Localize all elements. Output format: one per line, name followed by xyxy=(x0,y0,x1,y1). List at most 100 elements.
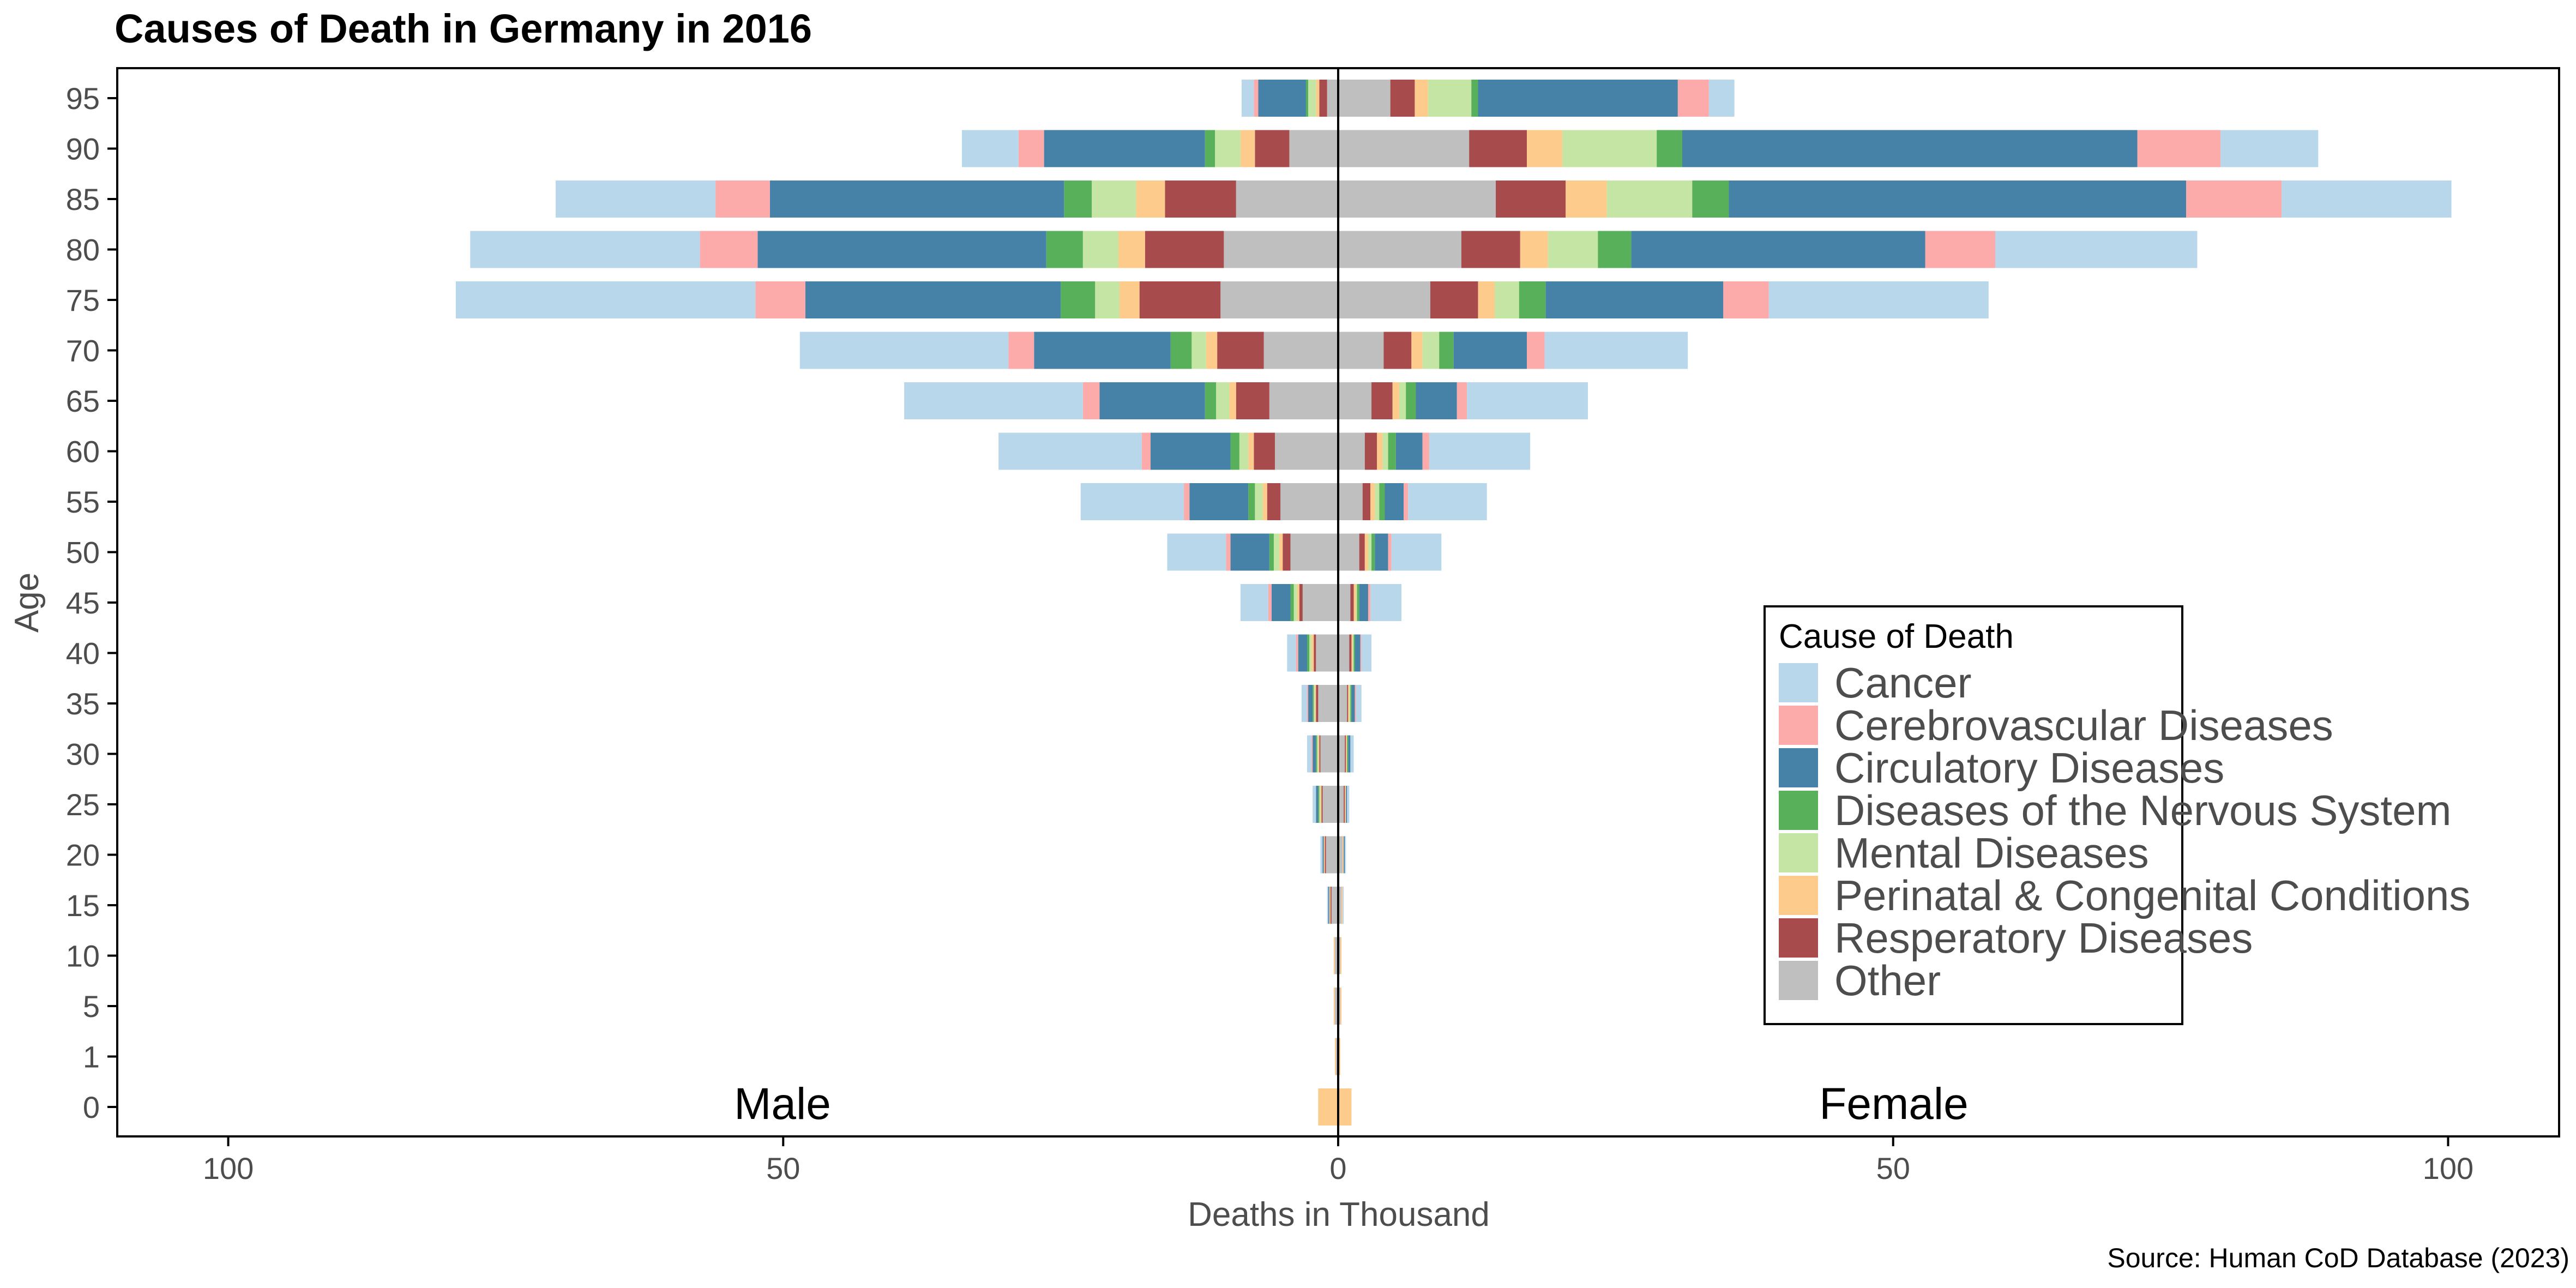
bar-male-cerebrovascular-diseases-age-75 xyxy=(755,281,805,318)
bar-male-diseases-of-the-nervous-system-age-65 xyxy=(1205,382,1217,419)
bar-male-diseases-of-the-nervous-system-age-40 xyxy=(1307,634,1310,672)
y-tick-label: 0 xyxy=(83,1090,100,1124)
bar-female-perinatal-congenital-conditions-age-1 xyxy=(1339,1038,1341,1075)
bar-female-perinatal-congenital-conditions-age-65 xyxy=(1392,382,1399,419)
bar-female-diseases-of-the-nervous-system-age-30 xyxy=(1347,735,1349,773)
bar-female-cancer-age-35 xyxy=(1356,685,1362,722)
bar-male-perinatal-congenital-conditions-age-50 xyxy=(1279,533,1283,571)
bar-female-diseases-of-the-nervous-system-age-90 xyxy=(1657,130,1682,167)
y-tick-label: 10 xyxy=(66,939,100,973)
bar-male-circulatory-diseases-age-35 xyxy=(1308,685,1313,722)
bar-male-diseases-of-the-nervous-system-age-75 xyxy=(1061,281,1096,318)
legend-item: Perinatal & Congenital Conditions xyxy=(1779,871,2470,919)
legend-swatch xyxy=(1779,663,1818,702)
bar-male-perinatal-congenital-conditions-age-0 xyxy=(1318,1088,1338,1126)
legend-swatch xyxy=(1779,961,1818,1000)
bar-female-mental-diseases-age-70 xyxy=(1422,332,1440,369)
y-tick-label: 5 xyxy=(83,989,100,1024)
bar-male-mental-diseases-age-75 xyxy=(1095,281,1120,318)
bar-female-resperatory-diseases-age-80 xyxy=(1461,231,1520,268)
legend-label: Diseases of the Nervous System xyxy=(1834,786,2452,834)
bar-female-other-age-75 xyxy=(1338,281,1430,318)
bar-female-cancer-age-65 xyxy=(1467,382,1588,419)
legend-label: Perinatal & Congenital Conditions xyxy=(1834,871,2471,919)
bar-male-other-age-20 xyxy=(1326,836,1338,874)
bar-female-perinatal-congenital-conditions-age-0 xyxy=(1338,1088,1352,1126)
bar-female-perinatal-congenital-conditions-age-50 xyxy=(1364,533,1368,571)
bar-female-mental-diseases-age-60 xyxy=(1382,432,1388,470)
bar-female-resperatory-diseases-age-55 xyxy=(1362,483,1371,520)
bar-male-cerebrovascular-diseases-age-90 xyxy=(1018,130,1044,167)
bar-female-perinatal-congenital-conditions-age-90 xyxy=(1527,130,1563,167)
bar-male-cerebrovascular-diseases-age-85 xyxy=(715,180,770,218)
bar-male-circulatory-diseases-age-30 xyxy=(1313,735,1316,773)
bar-male-resperatory-diseases-age-80 xyxy=(1145,231,1224,268)
bar-female-diseases-of-the-nervous-system-age-40 xyxy=(1353,634,1355,672)
bar-female-cancer-age-75 xyxy=(1768,281,1989,318)
bar-male-other-age-55 xyxy=(1280,483,1338,520)
bar-female-cerebrovascular-diseases-age-65 xyxy=(1456,382,1467,419)
bars-layer xyxy=(455,80,2452,1126)
y-tick-label: 95 xyxy=(66,81,100,116)
bar-male-circulatory-diseases-age-80 xyxy=(757,231,1046,268)
bar-male-diseases-of-the-nervous-system-age-85 xyxy=(1064,180,1092,218)
bar-male-mental-diseases-age-85 xyxy=(1092,180,1136,218)
bar-female-cancer-age-90 xyxy=(2220,130,2319,167)
bar-male-resperatory-diseases-age-75 xyxy=(1139,281,1221,318)
bar-male-other-age-50 xyxy=(1290,533,1338,571)
bar-female-resperatory-diseases-age-25 xyxy=(1344,786,1345,823)
bar-male-cerebrovascular-diseases-age-40 xyxy=(1296,634,1298,672)
legend-swatch xyxy=(1779,918,1818,958)
bar-male-other-age-15 xyxy=(1331,887,1338,924)
bar-male-mental-diseases-age-95 xyxy=(1308,80,1316,117)
y-tick-label: 90 xyxy=(66,132,100,166)
bar-female-other-age-10 xyxy=(1338,937,1341,974)
bar-female-perinatal-congenital-conditions-age-40 xyxy=(1351,634,1353,672)
female-label: Female xyxy=(1819,1079,1968,1129)
y-tick-label: 1 xyxy=(83,1040,100,1074)
y-tick-label: 35 xyxy=(66,687,100,721)
source-note: Source: Human CoD Database (2023) xyxy=(2107,1243,2569,1273)
bar-female-perinatal-congenital-conditions-age-35 xyxy=(1348,685,1350,722)
bar-female-cancer-age-25 xyxy=(1347,786,1350,823)
bar-male-resperatory-diseases-age-25 xyxy=(1321,786,1323,823)
bar-female-diseases-of-the-nervous-system-age-65 xyxy=(1406,382,1416,419)
bar-female-circulatory-diseases-age-65 xyxy=(1416,382,1457,419)
bar-female-mental-diseases-age-55 xyxy=(1375,483,1380,520)
bar-male-mental-diseases-age-25 xyxy=(1319,786,1321,823)
bar-female-mental-diseases-age-35 xyxy=(1349,685,1351,722)
bar-female-other-age-60 xyxy=(1338,432,1365,470)
bar-male-diseases-of-the-nervous-system-age-95 xyxy=(1305,80,1309,117)
bar-male-circulatory-diseases-age-25 xyxy=(1316,786,1319,823)
bar-female-resperatory-diseases-age-70 xyxy=(1383,332,1412,369)
legend-item: Mental Diseases xyxy=(1779,829,2168,877)
bar-male-circulatory-diseases-age-85 xyxy=(769,180,1064,218)
y-tick-label: 50 xyxy=(66,535,100,570)
bar-male-cancer-age-70 xyxy=(799,332,1009,369)
legend-label: Cerebrovascular Diseases xyxy=(1834,701,2333,749)
bar-male-circulatory-diseases-age-55 xyxy=(1189,483,1249,520)
bar-female-cerebrovascular-diseases-age-35 xyxy=(1355,685,1356,722)
bar-male-perinatal-congenital-conditions-age-20 xyxy=(1323,836,1325,874)
bar-male-perinatal-congenital-conditions-age-70 xyxy=(1206,332,1218,369)
bar-male-cancer-age-25 xyxy=(1313,786,1316,823)
bar-female-cerebrovascular-diseases-age-40 xyxy=(1360,634,1362,672)
bar-female-diseases-of-the-nervous-system-age-55 xyxy=(1379,483,1385,520)
bar-female-resperatory-diseases-age-40 xyxy=(1349,634,1352,672)
bar-male-other-age-1 xyxy=(1335,1038,1338,1075)
bar-female-other-age-45 xyxy=(1338,584,1351,621)
bar-female-cancer-age-20 xyxy=(1345,836,1346,874)
bar-female-mental-diseases-age-95 xyxy=(1428,80,1472,117)
bar-male-mental-diseases-age-45 xyxy=(1293,584,1297,621)
bar-female-resperatory-diseases-age-90 xyxy=(1469,130,1527,167)
bar-male-perinatal-congenital-conditions-age-60 xyxy=(1248,432,1254,470)
bar-female-diseases-of-the-nervous-system-age-80 xyxy=(1598,231,1632,268)
bar-male-other-age-75 xyxy=(1220,281,1338,318)
bar-male-cerebrovascular-diseases-age-95 xyxy=(1254,80,1259,117)
bar-female-other-age-5 xyxy=(1338,988,1341,1025)
bar-male-resperatory-diseases-age-70 xyxy=(1217,332,1264,369)
bar-male-perinatal-congenital-conditions-age-80 xyxy=(1118,231,1145,268)
bar-male-cerebrovascular-diseases-age-65 xyxy=(1082,382,1100,419)
bar-male-mental-diseases-age-70 xyxy=(1191,332,1206,369)
